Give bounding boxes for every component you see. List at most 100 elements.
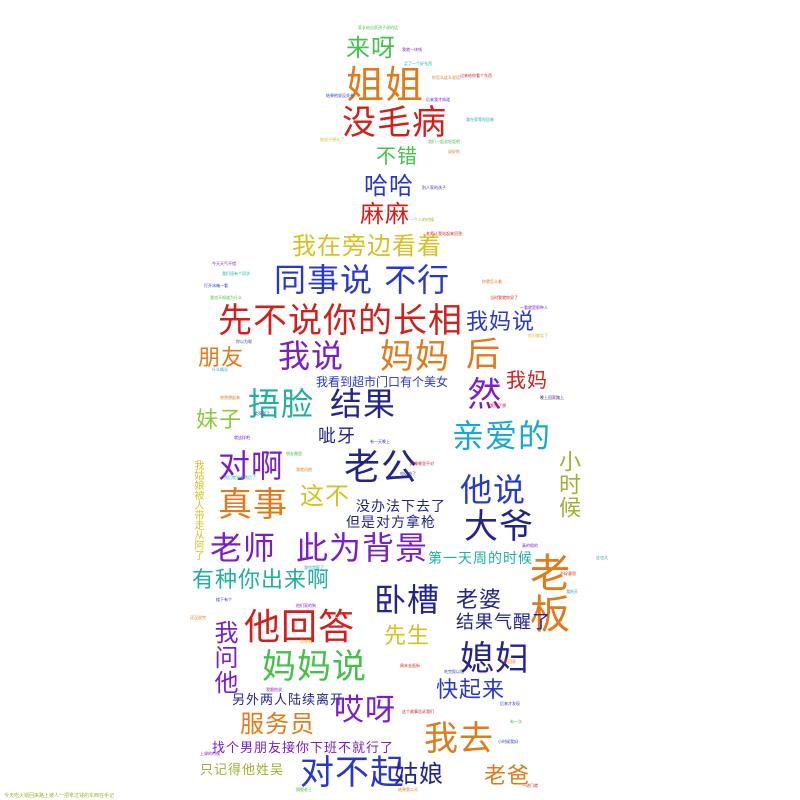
word-lingwailiangren: 另外两人陆续离开 — [232, 693, 345, 708]
small-word: 晚上回家路上 — [540, 395, 564, 400]
word-aiya: 哎呀 — [334, 693, 396, 728]
word-mamashuo: 妈妈说 — [262, 647, 367, 687]
word-guniang: 姑娘 — [394, 760, 444, 788]
small-word: 我跟他说 — [266, 687, 282, 692]
small-word: 家长给自家孩子说的话 — [358, 25, 398, 30]
small-word: 你怎么这么说话 — [432, 75, 460, 80]
word-ciya: 呲牙 — [318, 426, 356, 447]
small-word: 我就问他 — [296, 467, 312, 472]
word-tashuo: 他说 — [460, 471, 527, 509]
word-xiansheng: 先生 — [384, 624, 431, 649]
word-wulian: 捂脸 — [248, 385, 315, 423]
word-xifu: 媳妇 — [460, 639, 530, 679]
word-tongshishuo-buxing: 同事说 不行 — [274, 261, 451, 299]
small-word: 上课的时候 — [200, 751, 220, 756]
small-word: 当时我就惊呆了 — [490, 295, 518, 300]
small-word: 隔壁老王 — [296, 787, 312, 792]
word-woqu: 我去 — [424, 719, 494, 759]
small-word: 后来我才知道 — [426, 97, 450, 102]
word-wowenta: 我问他 — [210, 620, 238, 695]
word-jieguoqixing: 结果气醒了 — [456, 612, 551, 633]
word-footer-note: 今天吃火锅回来路上被人一把拿过钱的东西在手记 — [4, 793, 115, 799]
word-daye: 大爷 — [464, 507, 534, 547]
small-word: 结果第二天 — [398, 787, 418, 792]
small-word: 今天天气不错 — [212, 261, 236, 266]
small-word: 买了一个好东西 — [404, 61, 432, 66]
word-laoba: 老爸 — [484, 764, 531, 789]
small-word: 我在家等你回来 — [466, 117, 494, 122]
word-womashuo: 我妈说 — [466, 310, 536, 335]
word-wozhanbulu: 我姑娘被人带走从阿了 — [192, 460, 203, 560]
small-word: 朋友圈里 — [286, 451, 302, 456]
word-fuwuyuan: 服务员 — [240, 710, 315, 738]
word-haha: 哈哈 — [364, 172, 414, 200]
word-ran: 然 — [461, 376, 501, 411]
small-word: 有一次 — [510, 719, 522, 724]
small-word: 我也是醉了 — [304, 565, 324, 570]
small-word: 你以为呢 — [236, 339, 252, 344]
word-pengyou: 朋友 — [198, 346, 245, 371]
small-word: 楼下有个 — [216, 597, 232, 602]
small-word: 一看就是那种人 — [520, 305, 548, 310]
small-word: 吃完饭以后 — [444, 669, 464, 674]
small-word: 一进门就 — [522, 783, 538, 788]
word-jiejie: 姐姐 — [346, 63, 425, 107]
small-word: 我们一起去吃饭吧 — [428, 139, 460, 144]
small-word: 这个故事告诉我们 — [402, 709, 434, 714]
small-word: 周末去逛街 — [400, 663, 420, 668]
small-word: 一个人的时候 — [410, 217, 434, 222]
word-woshuo: 我说 — [278, 337, 345, 375]
word-zhijide: 只记得他姓吴 — [200, 763, 285, 778]
word-laiya: 来呀 — [346, 34, 396, 62]
small-word: 什么情况 — [212, 367, 228, 372]
word-wocao: 卧槽 — [374, 581, 441, 619]
word-bucuo: 不错 — [376, 144, 418, 168]
word-laoban: 老板 — [523, 552, 569, 634]
word-meibanfa: 没办法下去了 — [356, 499, 446, 515]
word-woza-pangbian: 我在旁边看着 — [292, 232, 442, 260]
word-ciweibeijing: 此为背景 — [296, 529, 429, 567]
small-word: 笑死我了 — [254, 411, 270, 416]
word-wokandao: 我看到超市门口有个美女 — [316, 375, 449, 389]
word-tahuida: 他回答 — [244, 607, 356, 648]
small-word: 然后就没有然后了 — [224, 475, 256, 480]
small-word: 我也不知道为什么 — [210, 295, 242, 300]
small-word: 他们家的狗 — [296, 603, 316, 608]
word-meimaobing: 没毛病 — [342, 103, 447, 143]
small-word: 不好意思 — [560, 571, 576, 576]
word-zhebu: 这不 — [300, 482, 350, 510]
small-word: 这也太 — [596, 555, 608, 560]
small-word: 打开冰箱一看 — [204, 283, 228, 288]
small-word: 小时候我妈 — [498, 739, 518, 744]
small-word: 还没说完 — [190, 615, 206, 620]
word-xianbushuo: 先不说你的长相 — [218, 301, 463, 341]
word-meizi: 妹子 — [196, 408, 243, 433]
word-zhaogenan: 找个男朋友接你下班不就行了 — [212, 741, 395, 756]
small-word: 我就一块钱 — [402, 47, 422, 52]
small-word: 结果他说没关系 — [326, 93, 354, 98]
word-zhenshi: 真事 — [218, 485, 288, 525]
word-woma: 我妈 — [506, 368, 548, 392]
word-diyitian: 第一天周的时候 — [428, 551, 533, 567]
word-kuaiqilai: 快起来 — [436, 678, 506, 703]
small-word: 别人家的孩子 — [422, 185, 446, 190]
word-hou: 后 — [466, 335, 501, 375]
small-word: 你猜怎么着 — [482, 279, 502, 284]
word-laoshi: 老师 — [210, 529, 277, 567]
word-laopo: 老婆 — [456, 588, 503, 613]
small-word: 我们班有个同学 — [222, 271, 250, 276]
word-duia: 对啊 — [218, 447, 285, 485]
small-word: 电话响了 — [400, 471, 416, 476]
word-laogong: 老公 — [344, 447, 419, 488]
small-word: 有一天晚上 — [370, 439, 390, 444]
small-word: 下班回家 — [500, 659, 516, 664]
small-word: 她说不想去了 — [320, 137, 344, 142]
word-xiaoshihou: 小时候 — [555, 450, 580, 519]
small-word: 突然想起来 — [220, 395, 240, 400]
word-qinaide: 亲爱的 — [452, 417, 552, 455]
small-word: 老师让我站起来回答 — [426, 231, 462, 236]
small-word: 后来才发现 — [500, 701, 520, 706]
word-mama-lady: 麻麻 — [360, 200, 410, 228]
small-word: 真的假的 — [522, 543, 538, 548]
